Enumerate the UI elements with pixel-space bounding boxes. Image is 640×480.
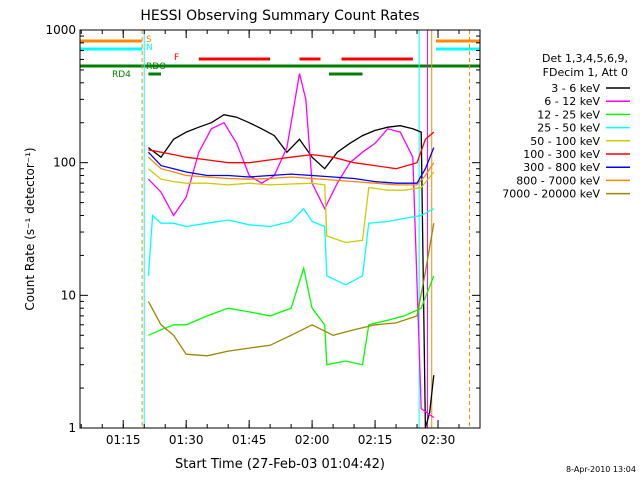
legend-label-800-7000-kev: 800 - 7000 keV [516, 174, 600, 187]
legend-label-25-50-kev: 25 - 50 keV [537, 122, 600, 135]
legend-header-line-2: FDecim 1, Att 0 [543, 66, 628, 79]
series-line-7000-20000-kev [147, 223, 435, 357]
legend-label-7000-20000-kev: 7000 - 20000 keV [502, 188, 600, 201]
series-line-12-25-kev [148, 265, 435, 366]
series-line-100-300-kev [148, 131, 435, 170]
series-line-3-6-kev [148, 114, 435, 429]
x-axis-label: Start Time (27-Feb-03 01:04:42) [175, 457, 385, 472]
series-line-300-800-kev [147, 147, 435, 184]
axes: 1 10 100 1000 01:15 01:30 01:45 02:00 02:15 02:30 [45, 23, 481, 447]
series-line-50-100-kev [147, 168, 435, 244]
legend-label-50-100-kev: 50 - 100 keV [530, 135, 600, 148]
series-line-800-7000-kev [147, 156, 435, 186]
legend-label-100-300-kev: 100 - 300 keV [523, 148, 600, 161]
y-tick-label-100: 100 [53, 156, 76, 170]
flag-label-f: F [174, 53, 179, 63]
y-tick-label-1000: 1000 [45, 23, 76, 37]
legend-label-300-800-kev: 300 - 800 keV [523, 161, 600, 174]
flag-label-rd4: RD4 [112, 70, 131, 80]
x-tick-label-01-15: 01:15 [106, 433, 141, 447]
legend-label-6-12-kev: 6 - 12 keV [544, 95, 600, 108]
x-tick-label-01-30: 01:30 [169, 433, 204, 447]
x-tick-label-02-00: 02:00 [295, 433, 330, 447]
data-series [147, 73, 435, 429]
x-tick-label-01-45: 01:45 [232, 433, 267, 447]
legend-header-line-1: Det 1,3,4,5,6,9, [542, 52, 628, 65]
timestamp: 8-Apr-2010 13:04 [566, 465, 636, 474]
chart-title: HESSI Observing Summary Count Rates [140, 8, 419, 24]
y-axis-label: Count Rate (s⁻¹ detector⁻¹) [23, 147, 37, 310]
x-tick-label-02-30: 02:30 [421, 433, 456, 447]
flag-label-s: S [146, 35, 152, 45]
plot-frame [79, 29, 481, 429]
series-line-25-50-kev [147, 207, 435, 286]
y-tick-label-1: 1 [68, 421, 76, 435]
legend-label-3-6-kev: 3 - 6 keV [551, 82, 600, 95]
flag-bars: SN F RDO RD4 [80, 35, 480, 80]
flag-label-n: N [146, 43, 153, 53]
x-tick-label-02-15: 02:15 [358, 433, 393, 447]
flag-label-rdo: RDO [146, 62, 166, 72]
legend-label-12-25-kev: 12 - 25 keV [537, 108, 600, 121]
y-tick-label-10: 10 [61, 288, 76, 302]
series-line-6-12-kev [147, 73, 435, 419]
